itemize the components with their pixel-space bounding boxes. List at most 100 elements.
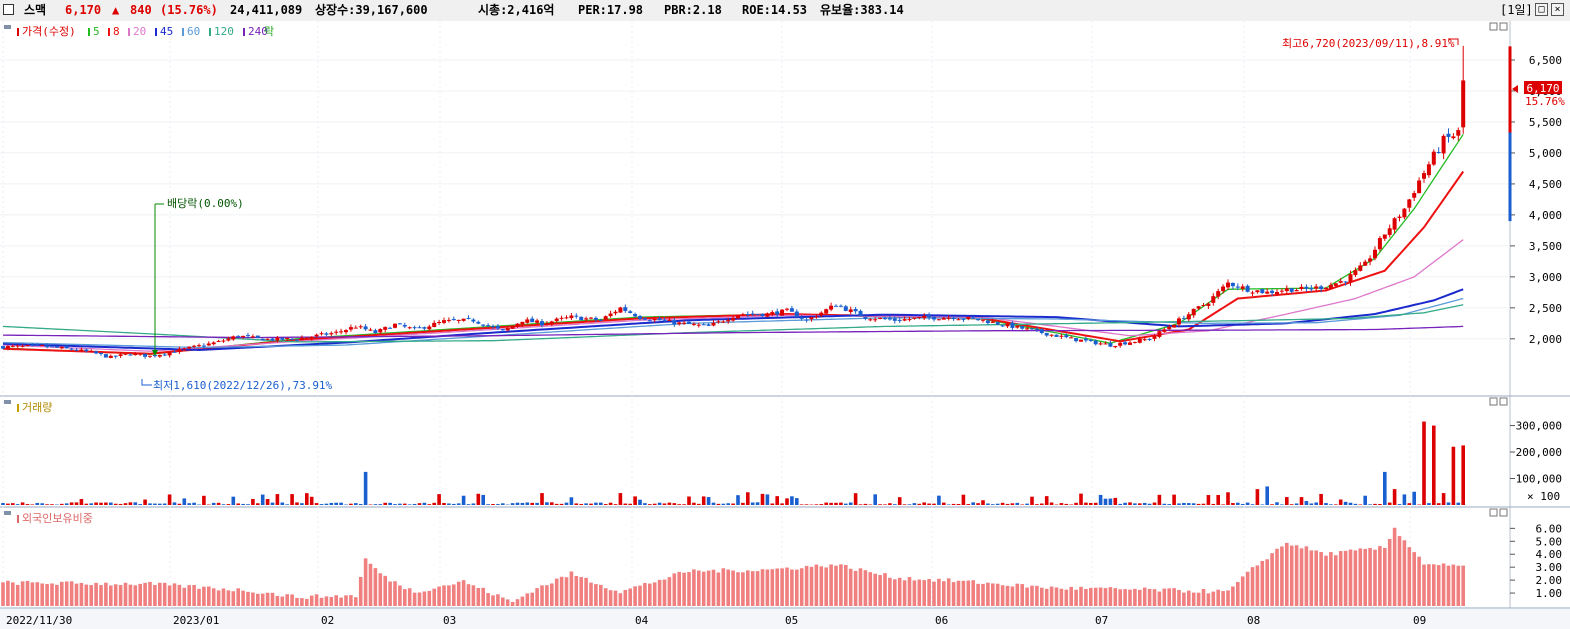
- legend-price[interactable]: 가격(수정): [22, 25, 76, 38]
- candle-body: [412, 327, 417, 329]
- legend-ma-label[interactable]: 20: [133, 25, 146, 38]
- candle-body: [1245, 285, 1250, 292]
- volume-bar: [1162, 503, 1167, 505]
- foreign-bar: [687, 572, 691, 606]
- price-change-pct: (15.76%): [160, 3, 218, 17]
- foreign-bar: [873, 573, 877, 606]
- candle-body: [471, 319, 476, 322]
- foreign-bar: [657, 579, 662, 606]
- foreign-axis-label: 3.00: [1536, 561, 1563, 574]
- volume-bar: [187, 503, 191, 505]
- candle-body: [1221, 286, 1226, 292]
- volume-bar: [1363, 495, 1367, 505]
- foreign-bar: [1079, 586, 1083, 606]
- volume-bar: [540, 493, 544, 505]
- candle-body: [814, 316, 819, 318]
- foreign-bar: [986, 582, 990, 606]
- price-axis-label: 3,000: [1529, 271, 1562, 284]
- foreign-bar: [1000, 585, 1005, 606]
- volume-bar: [1, 503, 5, 505]
- period-button[interactable]: [1일]: [1500, 3, 1533, 17]
- foreign-bar: [633, 586, 637, 606]
- foreign-bar: [324, 596, 329, 606]
- candle-body: [348, 327, 353, 330]
- candle-body: [1397, 216, 1402, 218]
- foreign-bar: [1314, 550, 1318, 606]
- volume-axis-label: 200,000: [1516, 446, 1562, 459]
- volume-bar: [932, 503, 936, 505]
- volume-bar: [569, 497, 574, 505]
- candle-body: [1358, 265, 1363, 271]
- foreign-bar: [354, 597, 358, 606]
- foreign-bar: [1407, 547, 1412, 606]
- foreign-bar: [991, 583, 995, 606]
- foreign-bar: [672, 573, 677, 606]
- volume-bar: [844, 503, 848, 505]
- foreign-bar: [922, 580, 926, 606]
- volume-bar: [30, 504, 35, 505]
- foreign-bar: [1255, 565, 1260, 606]
- candle-body: [613, 311, 618, 314]
- candle-body: [990, 321, 995, 323]
- candle-body: [706, 324, 711, 326]
- foreign-bar: [1211, 591, 1216, 606]
- volume-bar: [726, 503, 730, 505]
- foreign-bar: [520, 596, 525, 606]
- candle-body: [1137, 338, 1142, 343]
- candle-body: [623, 307, 628, 311]
- candle-body: [804, 319, 809, 321]
- foreign-ratio-bars: [1, 527, 1465, 606]
- panel-checkbox[interactable]: [3, 4, 14, 15]
- candle-body: [1338, 281, 1343, 283]
- candle-body: [172, 351, 177, 353]
- candle-body: [736, 314, 740, 319]
- foreign-bar: [834, 565, 838, 606]
- foreign-bar: [363, 558, 368, 606]
- current-change-tag: 15.76%: [1525, 95, 1565, 108]
- candle-body: [226, 338, 231, 341]
- volume-bar: [1064, 503, 1069, 505]
- volume-bar: [452, 503, 456, 505]
- candle-body: [138, 353, 143, 355]
- foreign-bar: [89, 585, 93, 606]
- candle-body: [201, 345, 206, 347]
- close-icon[interactable]: ×: [1551, 3, 1564, 16]
- ma-line-60: [2, 297, 1464, 349]
- foreign-bar: [334, 595, 338, 606]
- candle-body: [437, 322, 442, 324]
- volume-bar: [530, 502, 534, 505]
- legend-ma-label[interactable]: 45: [160, 25, 173, 38]
- legend-ma-label[interactable]: 240: [248, 25, 268, 38]
- volume-bar: [1177, 503, 1181, 505]
- candle-body: [1270, 290, 1275, 293]
- legend-ma-label[interactable]: 8: [113, 25, 120, 38]
- legend-ma-label[interactable]: 120: [214, 25, 234, 38]
- candle-body: [1142, 339, 1147, 341]
- foreign-bar: [275, 595, 280, 606]
- volume-bar: [991, 504, 995, 505]
- restore-icon[interactable]: □: [1535, 3, 1548, 16]
- legend-exdiv[interactable]: 락: [264, 25, 274, 38]
- candle-body: [853, 309, 858, 312]
- volume-bar: [158, 503, 162, 505]
- candle-body: [638, 316, 642, 319]
- candle-body: [216, 340, 221, 342]
- volume-bar: [1040, 503, 1044, 505]
- up-arrow-icon: ▲: [112, 3, 120, 17]
- candle-body: [1226, 282, 1230, 288]
- stock-chart[interactable]: 2,000 2,500 3,000 3,500 4,000 4,500 5,000 5,500…: [0, 21, 1570, 629]
- legend-ma-label[interactable]: 60: [187, 25, 200, 38]
- legend-ma-label[interactable]: 5: [93, 25, 100, 38]
- volume-bar: [354, 503, 358, 505]
- volume-bar: [1353, 503, 1358, 505]
- foreign-bar: [692, 569, 696, 606]
- stock-name[interactable]: 스맥: [24, 3, 47, 17]
- foreign-bar: [349, 595, 353, 606]
- volume-bar: [84, 503, 89, 505]
- candle-body: [1186, 314, 1191, 320]
- candle-body: [1309, 288, 1314, 290]
- foreign-bar: [1358, 548, 1363, 606]
- high-annotation: 최고6,720(2023/09/11),8.91%: [1282, 37, 1455, 50]
- volume-bar: [1138, 503, 1142, 505]
- foreign-bar: [775, 568, 779, 606]
